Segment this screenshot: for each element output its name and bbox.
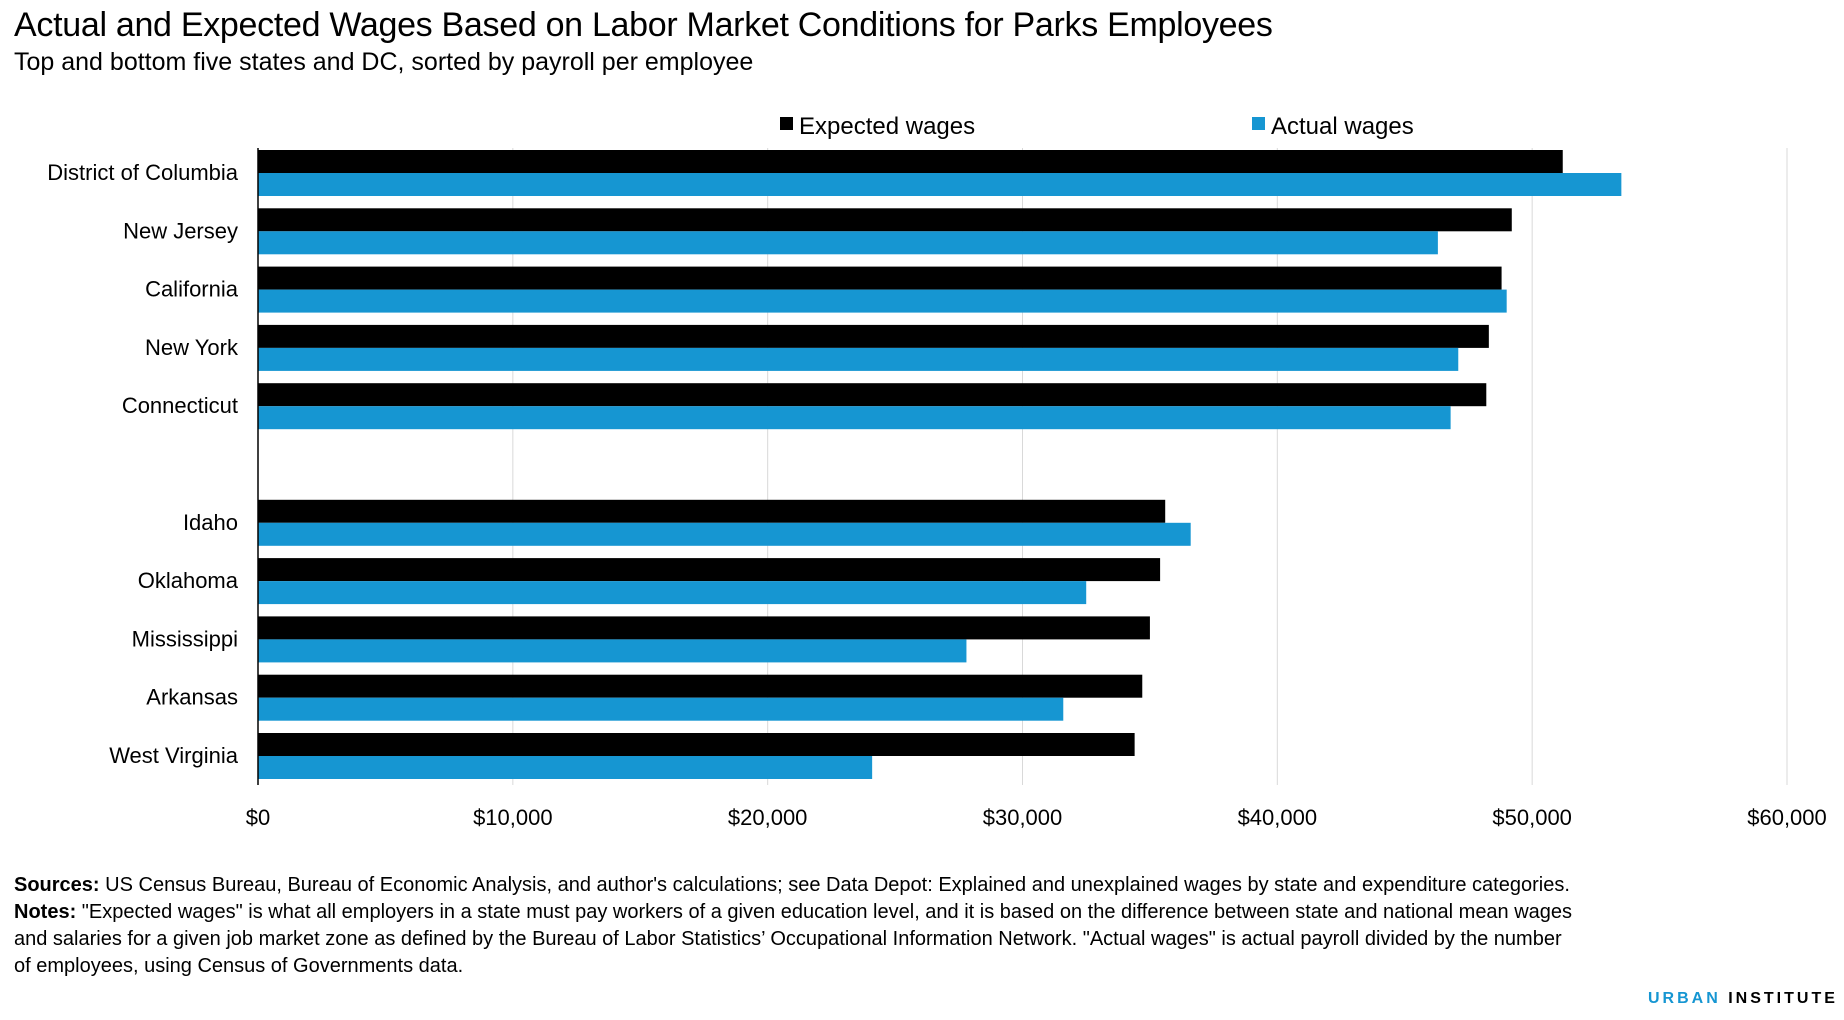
- category-label: New Jersey: [123, 218, 238, 243]
- bar: [258, 674, 1143, 698]
- x-tick-label: $20,000: [728, 805, 808, 830]
- bar-chart: $0 $10,000 $20,000 $30,000 $40,000 $50,000 $60…: [47, 113, 1827, 830]
- category-label: District of Columbia: [47, 160, 238, 185]
- footer-notes: Sources: US Census Bureau, Bureau of Eco…: [14, 872, 1574, 980]
- bar: [258, 581, 1087, 605]
- bar: [258, 558, 1161, 582]
- x-tick-label: $30,000: [983, 805, 1063, 830]
- sources-label: Sources:: [14, 874, 100, 896]
- bar: [258, 733, 1135, 756]
- bar: [258, 697, 1064, 721]
- bar: [258, 324, 1489, 348]
- category-label: Connecticut: [122, 393, 238, 418]
- category-label: West Virginia: [109, 743, 239, 768]
- bar: [258, 499, 1166, 523]
- bar: [258, 173, 1622, 196]
- category-label: California: [145, 277, 239, 302]
- notes-text: "Expected wages" is what all employers i…: [14, 901, 1573, 977]
- bar: [258, 289, 1507, 313]
- sources-note: Sources: US Census Bureau, Bureau of Eco…: [14, 872, 1574, 899]
- x-tick-label: $60,000: [1747, 805, 1827, 830]
- category-label: Mississippi: [132, 626, 238, 651]
- x-tick-label: $0: [246, 805, 270, 830]
- notes-label: Notes:: [14, 901, 77, 923]
- bar: [258, 522, 1191, 546]
- bar: [258, 208, 1512, 232]
- bar: [258, 347, 1459, 371]
- bar: [258, 150, 1563, 173]
- bar: [258, 756, 873, 779]
- category-label: Arkansas: [146, 685, 238, 710]
- bar: [258, 639, 967, 663]
- chart-title: Actual and Expected Wages Based on Labor…: [14, 6, 1273, 44]
- bar: [258, 266, 1502, 290]
- bar: [258, 616, 1150, 640]
- legend-swatch: [780, 117, 793, 130]
- sources-text: US Census Bureau, Bureau of Economic Ana…: [105, 874, 1570, 896]
- legend-label: Actual wages: [1271, 113, 1414, 140]
- legend-label: Expected wages: [799, 113, 975, 140]
- x-tick-label: $10,000: [473, 805, 553, 830]
- category-label: New York: [145, 335, 239, 360]
- legend-swatch: [1252, 117, 1265, 130]
- bar: [258, 406, 1451, 430]
- bar: [258, 231, 1438, 255]
- bar: [258, 383, 1487, 407]
- chart-subtitle: Top and bottom five states and DC, sorte…: [14, 48, 754, 76]
- category-label: Oklahoma: [138, 568, 239, 593]
- notes-note: Notes: "Expected wages" is what all empl…: [14, 899, 1574, 980]
- x-tick-label: $50,000: [1492, 805, 1572, 830]
- x-tick-label: $40,000: [1238, 805, 1318, 830]
- category-label: Idaho: [183, 510, 238, 535]
- urban-institute-logo: URBAN INSTITUTE: [1648, 990, 1838, 1007]
